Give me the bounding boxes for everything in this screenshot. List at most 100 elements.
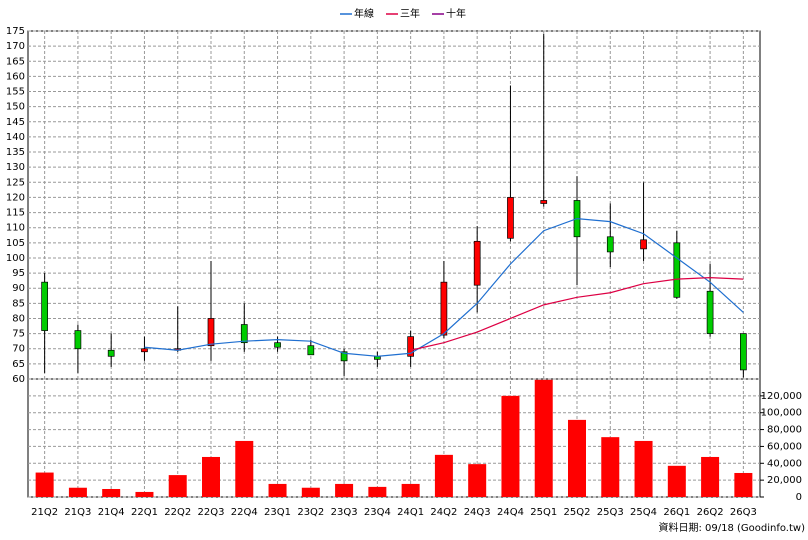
volume-bar xyxy=(235,440,254,497)
x-tick-label: 23Q1 xyxy=(264,507,291,518)
volume-bar xyxy=(401,483,420,497)
volume-bar xyxy=(468,464,487,497)
y-tick-label: 160 xyxy=(6,71,25,82)
volume-bar xyxy=(434,454,453,497)
y2-tick-label: 60,000 xyxy=(767,441,802,452)
x-tick-label: 26Q1 xyxy=(663,507,690,518)
y-tick-label: 150 xyxy=(6,102,25,113)
legend-label: 三年 xyxy=(400,7,420,20)
y2-tick-label: 40,000 xyxy=(767,458,802,469)
y-tick-label: 155 xyxy=(6,87,25,98)
volume-bar xyxy=(168,475,187,497)
x-tick-label: 24Q1 xyxy=(397,507,424,518)
y-tick-label: 60 xyxy=(12,374,25,385)
candle-body xyxy=(507,197,514,239)
ma-line xyxy=(410,277,744,351)
candle-body xyxy=(673,242,681,298)
volume-bar xyxy=(568,419,586,497)
y-tick-label: 170 xyxy=(6,41,25,52)
candle-body xyxy=(440,281,448,336)
x-tick-label: 22Q2 xyxy=(164,507,191,518)
legend-label: 年線 xyxy=(354,7,374,20)
plot-frame xyxy=(27,30,761,498)
volume-bar xyxy=(268,483,287,497)
y-tick-label: 65 xyxy=(12,359,25,370)
x-tick-label: 22Q3 xyxy=(198,507,225,518)
x-tick-label: 21Q4 xyxy=(98,507,125,518)
candle-body xyxy=(240,324,248,344)
y-tick-label: 120 xyxy=(6,192,25,203)
y2-tick-label: 0 xyxy=(796,492,802,503)
y2-tick-label: 100,000 xyxy=(761,408,802,419)
volume-bar xyxy=(667,465,686,497)
volume-bar xyxy=(35,472,54,497)
volume-bar xyxy=(135,491,154,497)
x-tick-label: 24Q4 xyxy=(497,507,524,518)
y-tick-label: 100 xyxy=(6,253,25,264)
x-tick-label: 26Q3 xyxy=(730,507,757,518)
candle-body xyxy=(706,290,714,334)
y-tick-label: 95 xyxy=(12,268,25,279)
y-tick-label: 145 xyxy=(6,117,25,128)
candle-body xyxy=(307,345,315,356)
x-tick-label: 23Q3 xyxy=(331,507,358,518)
y2-tick-label: 80,000 xyxy=(767,425,802,436)
y-tick-label: 130 xyxy=(6,162,25,173)
candle-body xyxy=(740,333,747,371)
candle-body xyxy=(606,236,614,253)
y-tick-label: 165 xyxy=(6,56,25,67)
volume-bar xyxy=(202,456,220,497)
x-tick-label: 23Q2 xyxy=(297,507,324,518)
volume-bar xyxy=(701,456,720,497)
volume-bar xyxy=(335,483,354,497)
x-tick-label: 21Q2 xyxy=(31,507,58,518)
volume-bar xyxy=(368,486,387,497)
x-tick-label: 25Q4 xyxy=(630,507,657,518)
y-tick-label: 80 xyxy=(12,313,25,324)
candle-body xyxy=(473,240,481,286)
ma-line xyxy=(144,218,744,357)
y-tick-label: 175 xyxy=(6,26,25,37)
y-tick-label: 90 xyxy=(12,283,25,294)
x-tick-label: 22Q4 xyxy=(231,507,258,518)
candle-body xyxy=(640,239,647,250)
volume-bar xyxy=(601,437,620,497)
y-tick-label: 135 xyxy=(6,147,25,158)
volume-bar xyxy=(534,379,553,497)
candle-body xyxy=(340,351,348,362)
x-tick-label: 23Q4 xyxy=(364,507,391,518)
candle-body xyxy=(41,281,48,331)
candle-body xyxy=(207,318,215,347)
x-tick-label: 25Q1 xyxy=(530,507,557,518)
y-tick-label: 105 xyxy=(6,238,25,249)
volume-bar xyxy=(501,395,520,497)
y-tick-label: 115 xyxy=(6,208,25,219)
y-tick-label: 85 xyxy=(12,298,25,309)
candle-body xyxy=(540,200,548,204)
volume-bar xyxy=(102,488,121,497)
y2-tick-label: 120,000 xyxy=(761,391,802,402)
y-tick-label: 140 xyxy=(6,132,25,143)
volume-bar xyxy=(301,487,320,497)
x-tick-label: 24Q2 xyxy=(430,507,457,518)
y-tick-label: 125 xyxy=(6,177,25,188)
source: 資料日期: 09/18 (Goodinfo.tw) xyxy=(658,521,805,534)
volume-bar xyxy=(68,487,87,497)
x-tick-label: 21Q3 xyxy=(64,507,91,518)
x-tick-label: 22Q1 xyxy=(131,507,158,518)
candle-body xyxy=(107,349,115,357)
x-tick-label: 24Q3 xyxy=(464,507,491,518)
y2-tick-label: 20,000 xyxy=(767,475,802,486)
candle-body xyxy=(274,342,281,348)
legend-label: 十年 xyxy=(446,7,466,20)
volume-bar xyxy=(634,440,653,497)
y-tick-label: 110 xyxy=(6,223,25,234)
candle-body xyxy=(141,348,148,353)
x-tick-label: 25Q3 xyxy=(597,507,624,518)
candle-body xyxy=(74,330,82,350)
candle-body xyxy=(407,336,414,357)
volume-bar xyxy=(734,472,753,497)
y-tick-label: 70 xyxy=(12,344,25,355)
x-tick-label: 26Q2 xyxy=(697,507,724,518)
